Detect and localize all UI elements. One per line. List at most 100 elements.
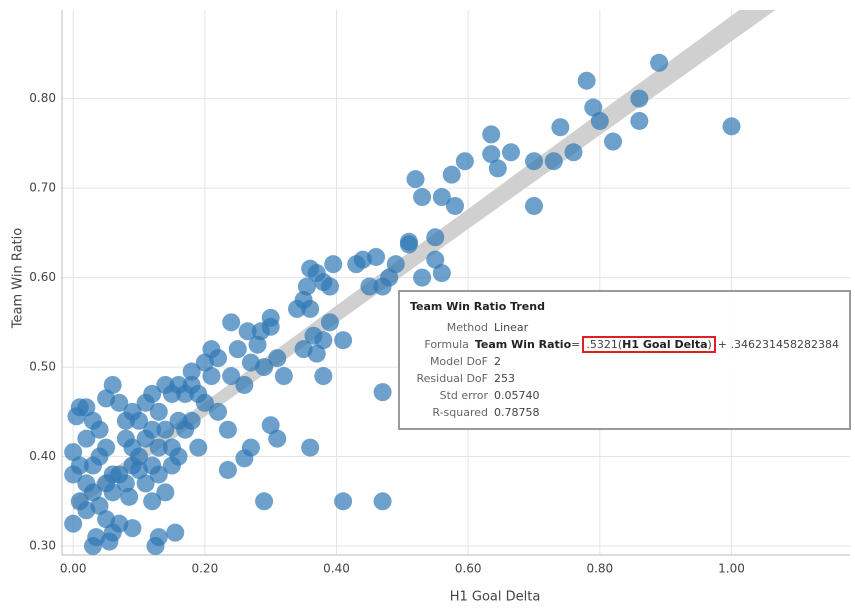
data-point — [100, 532, 119, 551]
data-point — [525, 196, 544, 215]
data-point — [314, 367, 333, 386]
formula-lhs: Team Win Ratio — [474, 338, 572, 351]
data-point — [413, 268, 432, 287]
data-point — [77, 429, 96, 448]
data-point — [195, 353, 214, 372]
tooltip-key: Std error — [439, 389, 488, 402]
data-point — [182, 411, 201, 430]
data-point — [90, 420, 109, 439]
data-point — [146, 537, 165, 555]
data-point — [406, 170, 425, 189]
data-point — [235, 375, 254, 394]
data-point — [162, 456, 181, 475]
tooltip-title: Team Win Ratio Trend — [410, 300, 545, 313]
data-point — [64, 465, 83, 484]
tooltip-key: Model DoF — [429, 355, 488, 368]
data-point — [334, 492, 353, 511]
data-point — [97, 389, 116, 408]
data-point — [103, 375, 122, 394]
x-tick-label: 0.40 — [323, 562, 350, 576]
data-point — [64, 443, 83, 462]
tooltip-value: 2 — [494, 355, 501, 368]
data-point — [255, 492, 274, 511]
data-point — [324, 255, 343, 274]
data-point — [228, 340, 247, 359]
data-point — [136, 393, 155, 412]
data-point — [110, 465, 129, 484]
trend-tooltip: Team Win Ratio Trend Method Linear Formula… — [398, 290, 851, 430]
data-point — [314, 331, 333, 350]
data-point — [77, 501, 96, 520]
tooltip-key: Method — [446, 321, 488, 334]
data-point — [123, 456, 142, 475]
data-point — [551, 118, 570, 137]
data-point — [149, 438, 168, 457]
data-point — [630, 89, 649, 108]
data-point — [182, 362, 201, 381]
data-point — [301, 259, 320, 278]
data-point — [77, 474, 96, 493]
tooltip-key: Formula — [424, 338, 469, 351]
data-point — [222, 313, 241, 332]
data-point — [218, 460, 237, 479]
data-point — [584, 98, 603, 117]
x-tick-label: 0.00 — [60, 562, 87, 576]
data-point — [373, 492, 392, 511]
tooltip-value: 253 — [494, 372, 515, 385]
data-point — [301, 299, 320, 318]
formula-rest: + .346231458282384 — [717, 338, 839, 351]
data-point — [399, 235, 418, 254]
data-point — [442, 165, 461, 184]
data-point — [455, 152, 474, 171]
x-tick-label: 1.00 — [718, 562, 745, 576]
y-tick-label: 0.30 — [29, 539, 56, 553]
data-point — [413, 188, 432, 207]
data-point — [209, 402, 228, 421]
y-tick-label: 0.40 — [29, 449, 56, 463]
formula-highlight: .5321(H1 Goal Delta) — [582, 336, 716, 353]
data-point — [235, 449, 254, 468]
x-axis-title: H1 Goal Delta — [450, 590, 541, 605]
data-point — [218, 420, 237, 439]
data-point — [590, 111, 609, 130]
data-point — [482, 125, 501, 144]
data-point — [241, 353, 260, 372]
data-point — [90, 447, 109, 466]
data-point — [360, 277, 379, 296]
data-point — [488, 159, 507, 178]
data-point — [446, 196, 465, 215]
data-point — [156, 483, 175, 502]
y-tick-label: 0.50 — [29, 360, 56, 374]
x-tick-label: 0.80 — [586, 562, 613, 576]
tooltip-row: R-squared 0.78758 — [410, 404, 839, 421]
data-point — [195, 393, 214, 412]
data-point — [426, 228, 445, 247]
formula-var: H1 Goal Delta — [622, 338, 708, 351]
data-point — [630, 111, 649, 130]
data-point — [386, 255, 405, 274]
data-point — [320, 277, 339, 296]
data-point — [577, 71, 596, 90]
tooltip-row: Residual DoF 253 — [410, 370, 839, 387]
y-tick-label: 0.60 — [29, 270, 56, 284]
tooltip-value: Linear — [494, 321, 529, 334]
tooltip-row: Method Linear — [410, 319, 839, 336]
data-point — [373, 383, 392, 402]
data-point — [248, 335, 267, 354]
data-point — [166, 523, 185, 542]
data-point — [97, 474, 116, 493]
data-point — [268, 429, 287, 448]
data-point — [564, 143, 583, 162]
data-point — [189, 438, 208, 457]
tooltip-row: Model DoF 2 — [410, 353, 839, 370]
data-point — [722, 117, 741, 136]
data-point — [149, 402, 168, 421]
x-tick-label: 0.60 — [455, 562, 482, 576]
tooltip-value: 0.05740 — [494, 389, 540, 402]
formula-coef: .5321 — [586, 338, 618, 351]
data-point — [238, 322, 257, 341]
data-point — [70, 398, 89, 417]
formula-eq: = — [571, 338, 581, 351]
data-point — [525, 152, 544, 171]
